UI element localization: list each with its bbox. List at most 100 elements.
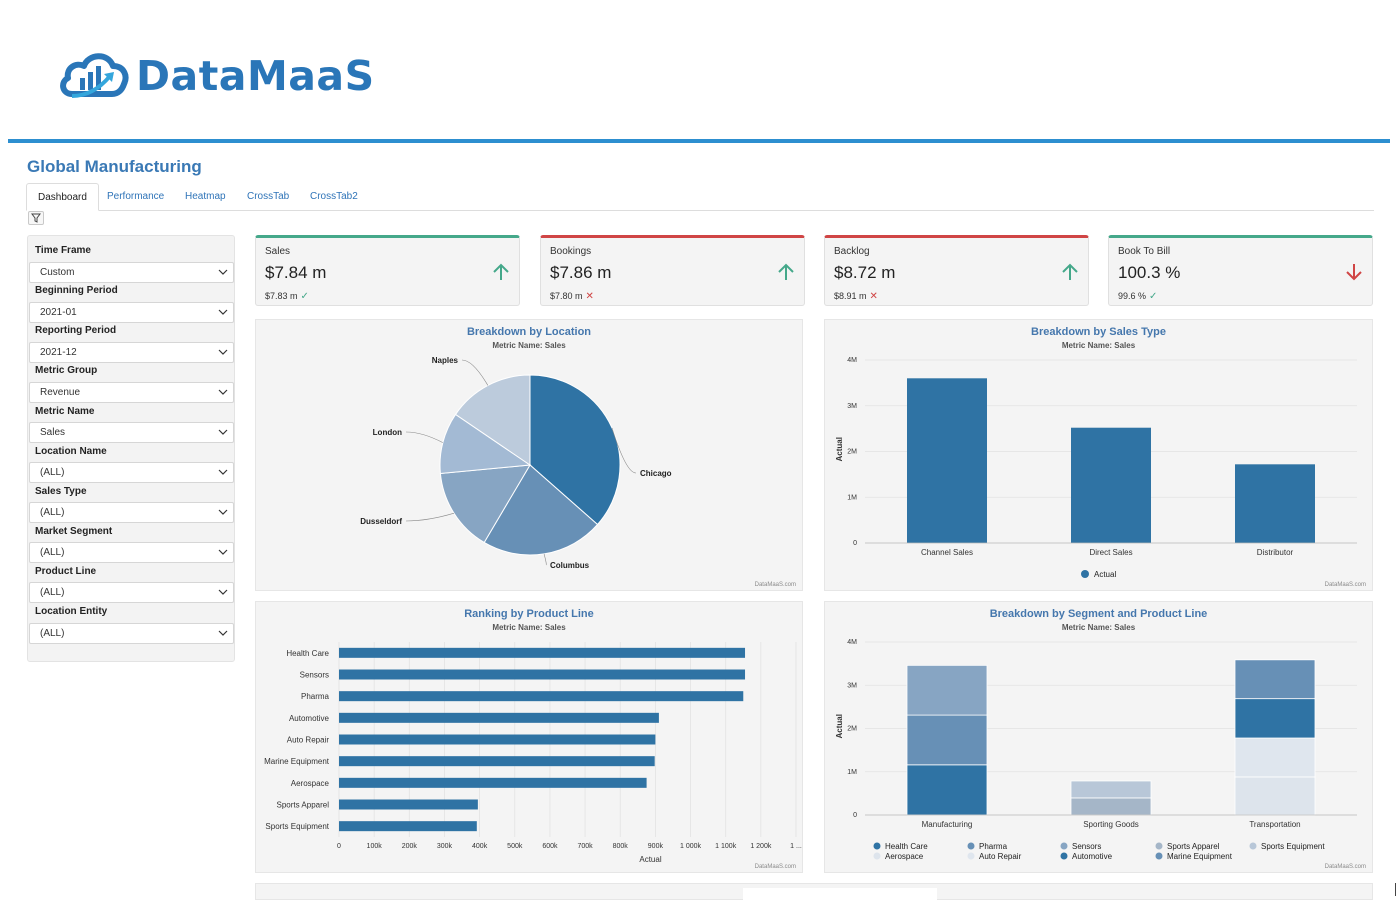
bar-direct-sales[interactable]: [1071, 427, 1151, 543]
panel-placeholder: [743, 888, 937, 900]
bar-segment-sports-apparel[interactable]: [1070, 797, 1152, 816]
bar-segment-marine-equipment[interactable]: [1234, 659, 1316, 700]
location-entity-select[interactable]: (ALL): [29, 623, 234, 644]
metric-group-select[interactable]: Revenue: [29, 382, 234, 403]
legend-marker-sports-equipment: [1249, 842, 1257, 850]
bar-segment-sensors[interactable]: [906, 664, 988, 716]
bar-automotive[interactable]: [339, 712, 659, 723]
bar-segment-pharma[interactable]: [906, 714, 988, 766]
kpi-card-sales[interactable]: Sales $7.84 m $7.83 m ✓: [255, 235, 520, 306]
filter-label-location-entity: Location Entity: [35, 606, 108, 617]
chart-title: Breakdown by Segment and Product Line: [989, 608, 1208, 620]
filter-toggle-button[interactable]: [28, 211, 44, 225]
bar-pharma[interactable]: [339, 691, 744, 702]
bar-sensors[interactable]: [339, 669, 746, 680]
y-tick-label: Sports Equipment: [265, 822, 329, 831]
bar-segment-aerospace[interactable]: [1234, 776, 1316, 816]
bar-auto-repair[interactable]: [339, 734, 656, 745]
tab-dashboard[interactable]: Dashboard: [26, 183, 99, 211]
location-name-select[interactable]: (ALL): [29, 462, 234, 483]
cloud-chart-icon: [60, 53, 129, 98]
tab-heatmap[interactable]: Heatmap: [185, 191, 226, 202]
legend-marker: [1081, 570, 1089, 578]
bar-distributor[interactable]: [1235, 464, 1315, 543]
kpi-value: $7.86 m: [550, 263, 612, 282]
pie-connector: [461, 359, 489, 386]
sales-type-bar-chart[interactable]: 0 1M 2M 3M 4M Actual Channel Sales Direct Sales…: [825, 320, 1374, 592]
legend-label: Actual: [1094, 570, 1116, 579]
filter-label-metric-name: Metric Name: [35, 406, 95, 417]
chart-credit: DataMaaS.com: [754, 864, 796, 870]
brand-logo[interactable]: DataMaaS: [58, 44, 388, 108]
bar-segment-sports-equipment[interactable]: [1070, 780, 1152, 799]
bar-marine-equipment[interactable]: [339, 756, 655, 767]
legend-label-aerospace: Aerospace: [885, 852, 924, 861]
arrow-up-icon: [1062, 263, 1078, 280]
pie-label-chicago: Chicago: [640, 469, 672, 478]
bar-sports-equipment[interactable]: [339, 821, 477, 832]
bar-health-care[interactable]: [339, 647, 746, 658]
filter-label-beginning-period: Beginning Period: [35, 285, 118, 296]
filter-label-reporting-period: Reporting Period: [35, 325, 117, 336]
filter-label-location-name: Location Name: [35, 446, 107, 457]
pie-slice-dusseldorf[interactable]: [439, 464, 531, 544]
kpi-comparison-value: $8.91 m: [834, 291, 867, 301]
bar-segment-health-care[interactable]: [906, 764, 988, 816]
bar-segment-automotive[interactable]: [1234, 698, 1316, 739]
page-title: Global Manufacturing: [27, 157, 202, 176]
kpi-card-book-to-bill[interactable]: Book To Bill 100.3 % 99.6 % ✓: [1108, 235, 1373, 306]
product-line-bar-chart[interactable]: 0 100k 200k 300k 400k 500k 600k 700k 800k 900k 1 0…: [256, 602, 804, 874]
bar-segment-auto-repair[interactable]: [1234, 737, 1316, 778]
x-tick-label: Distributor: [1257, 548, 1294, 557]
tab-crosstab2[interactable]: CrossTab2: [310, 191, 358, 202]
pie-label-naples: Naples: [432, 356, 459, 365]
check-icon: ✓: [300, 291, 309, 302]
pie-label-columbus: Columbus: [550, 561, 590, 570]
location-pie-chart[interactable]: Chicago Columbus Dusseldorf London Naples: [256, 320, 804, 592]
kpi-card-backlog[interactable]: Backlog $8.72 m $8.91 m ✕: [824, 235, 1089, 306]
sales-type-select[interactable]: (ALL): [29, 502, 234, 523]
bar-aerospace[interactable]: [339, 777, 647, 788]
product-line-select[interactable]: (ALL): [29, 582, 234, 603]
legend-marker-aerospace: [873, 852, 881, 860]
x-tick-label: 1 200k: [750, 843, 772, 850]
market-segment-select[interactable]: (ALL): [29, 542, 234, 563]
next-panel-edge: [255, 883, 1373, 900]
bar-sports-apparel[interactable]: [339, 799, 478, 810]
x-tick-label: 1 000k: [680, 843, 702, 850]
chevron-down-icon: [218, 469, 228, 475]
x-tick-label: 900k: [648, 843, 664, 850]
tab-crosstab[interactable]: CrossTab: [247, 191, 290, 202]
time-frame-value: Custom: [40, 267, 75, 278]
y-tick-label: Auto Repair: [287, 736, 330, 745]
beginning-period-value: 2021-01: [40, 307, 77, 318]
pie-label-dusseldorf: Dusseldorf: [360, 517, 402, 526]
y-tick-label: Automotive: [289, 714, 330, 723]
legend-label-sports-equipment: Sports Equipment: [1261, 842, 1325, 851]
metric-name-select[interactable]: Sales: [29, 422, 234, 443]
sales-type-value: (ALL): [40, 507, 65, 518]
legend-label-health-care: Health Care: [885, 842, 928, 851]
chart-subtitle: Metric Name: Sales: [1061, 341, 1136, 350]
segment-chart-panel: Breakdown by Segment and Product Line Me…: [824, 601, 1373, 873]
filter-label-sales-type: Sales Type: [35, 486, 87, 497]
tab-performance[interactable]: Performance: [107, 191, 165, 202]
x-axis-label: Actual: [639, 855, 661, 864]
chevron-down-icon: [218, 630, 228, 636]
chevron-down-icon: [218, 549, 228, 555]
beginning-period-select[interactable]: 2021-01: [29, 302, 234, 323]
segment-stacked-bar-chart[interactable]: 0 1M 2M 3M 4M Actual Manufacturing Sporting Goo…: [825, 602, 1374, 874]
x-tick-label: 100k: [367, 843, 383, 850]
metric-name-value: Sales: [40, 427, 66, 438]
legend-marker-pharma: [967, 842, 975, 850]
kpi-card-bookings[interactable]: Bookings $7.86 m $7.80 m ✕: [540, 235, 805, 306]
pie-slice-naples[interactable]: [454, 374, 531, 466]
time-frame-select[interactable]: Custom: [29, 262, 234, 283]
location-chart-panel: Breakdown by Location Metric Name: Sales…: [255, 319, 803, 591]
product-line-value: (ALL): [40, 587, 65, 598]
y-tick-label: 0: [853, 540, 857, 547]
x-tick-label: Direct Sales: [1089, 548, 1132, 557]
reporting-period-select[interactable]: 2021-12: [29, 342, 234, 363]
bar-channel-sales[interactable]: [907, 378, 987, 543]
y-tick-label: 4M: [847, 639, 857, 646]
